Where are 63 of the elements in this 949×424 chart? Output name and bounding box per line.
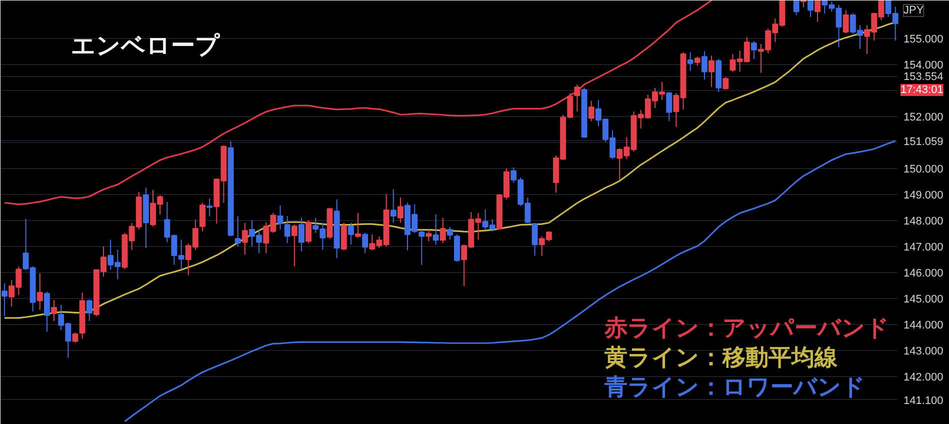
y-tick-label: 144.000	[904, 319, 944, 332]
text: 黄ライン：移動平均線	[604, 345, 838, 371]
candlestick	[206, 198, 213, 217]
candlestick	[722, 76, 729, 90]
candlestick	[397, 197, 404, 224]
candlestick	[842, 10, 849, 34]
candlestick	[284, 216, 290, 244]
line-series	[124, 140, 896, 422]
candlestick	[2, 282, 8, 317]
candlestick	[355, 212, 362, 238]
candlestick	[687, 52, 694, 72]
candlestick	[418, 229, 425, 266]
candlestick	[348, 222, 354, 246]
candlestick	[277, 204, 284, 230]
text: JPY	[904, 4, 924, 16]
y-tick-label: 148.000	[904, 215, 944, 228]
candlestick	[291, 224, 298, 267]
candlestick	[446, 226, 453, 240]
y-tick-label: 149.000	[904, 189, 944, 202]
candlestick	[814, 0, 821, 22]
text: 17:43:01	[900, 84, 944, 96]
text: 青ライン：ロワーバンド	[604, 374, 866, 400]
candlestick	[750, 40, 757, 60]
candlestick	[440, 217, 446, 244]
candlestick	[390, 188, 396, 224]
y-tick-label: 155.000	[904, 33, 944, 46]
y-tick-label: 150.000	[904, 163, 944, 176]
candlestick	[432, 214, 439, 246]
candlestick	[306, 220, 312, 244]
candlestick	[362, 232, 368, 254]
candlestick	[588, 100, 594, 122]
y-tick-label: 154.000	[904, 59, 944, 72]
candlestick	[666, 92, 672, 122]
candlestick	[51, 299, 57, 322]
candlestick	[36, 272, 43, 310]
candlestick	[200, 202, 206, 232]
text: エンベロープ	[71, 32, 221, 60]
candlestick	[694, 56, 700, 66]
text: 赤ライン：アッパーバンド	[604, 316, 890, 342]
y-tick-label: 151.059	[904, 136, 944, 148]
candlestick	[44, 291, 50, 332]
candlestick	[574, 84, 580, 112]
candlestick	[793, 0, 800, 16]
candlestick	[72, 332, 78, 344]
candlestick	[234, 216, 241, 247]
y-tick-label: 152.000	[904, 111, 944, 124]
candlestick	[708, 55, 715, 88]
candlestick	[701, 50, 708, 80]
y-tick-label: 142.000	[904, 371, 944, 384]
y-tick-label: 145.000	[904, 293, 944, 306]
y-tick-label: 141.100	[904, 394, 944, 407]
y-tick-label: 146.000	[904, 267, 944, 280]
y-tick-label: 153.554	[904, 71, 944, 84]
candlestick	[86, 298, 92, 322]
line-series	[4, 0, 712, 206]
candlestick	[808, 0, 814, 18]
y-tick-label: 147.000	[904, 241, 944, 254]
y-tick-label: 143.000	[904, 345, 944, 358]
candlestick	[242, 222, 248, 256]
candlestick	[426, 229, 432, 242]
candlestick	[532, 222, 538, 256]
candlestick	[340, 222, 347, 251]
candlestick	[298, 217, 304, 252]
